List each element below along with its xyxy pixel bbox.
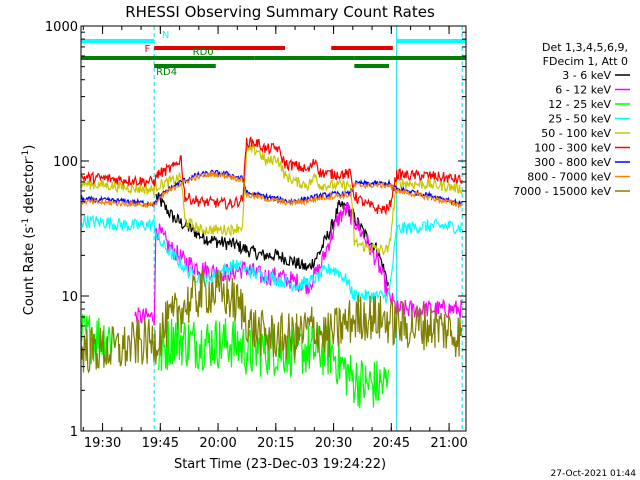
x-axis-label: Start Time (23-Dec-03 19:24:22) xyxy=(174,457,386,472)
status-label-rd4: RD4 xyxy=(156,67,177,78)
legend-label: 12 - 25 keV xyxy=(548,98,611,111)
series-line xyxy=(155,192,390,287)
x-tick-label: 19:45 xyxy=(142,436,179,451)
series-100-300-kev xyxy=(80,136,463,216)
legend-label: 100 - 300 keV xyxy=(534,142,611,155)
series-3-6-kev xyxy=(155,192,390,287)
x-tick-label: 20:45 xyxy=(373,436,410,451)
legend-label: 7000 - 15000 keV xyxy=(513,185,611,198)
plot-frame xyxy=(80,25,467,432)
y-tick-label: 10 xyxy=(61,290,78,305)
y-tick-label: 100 xyxy=(53,155,78,170)
legend-header: Det 1,3,4,5,6,9, xyxy=(542,41,628,54)
x-axis: 19:30 19:45 20:00 20:15 20:30 20:45 21:00 xyxy=(82,26,468,451)
series-800-7000-kev xyxy=(80,170,463,209)
chart-title: RHESSI Observing Summary Count Rates xyxy=(125,3,435,21)
status-label-rd0: RD0 xyxy=(193,47,214,58)
x-tick-label: 20:30 xyxy=(315,436,352,451)
legend-label: 3 - 6 keV xyxy=(562,69,611,82)
y-axis: 1 10 100 1000 xyxy=(45,20,466,440)
status-label-f: F xyxy=(145,44,151,55)
footer-date: 27-Oct-2021 01:44 xyxy=(551,469,637,479)
y-tick-label: 1 xyxy=(70,425,78,440)
status-label-n: N xyxy=(162,30,169,41)
series-7000-15000-kev xyxy=(80,269,463,374)
x-tick-label: 20:15 xyxy=(257,436,294,451)
legend-label: 800 - 7000 keV xyxy=(527,171,611,184)
legend-header: FDecim 1, Att 0 xyxy=(543,55,628,68)
legend: Det 1,3,4,5,6,9,FDecim 1, Att 03 - 6 keV… xyxy=(513,41,630,198)
y-tick-label: 1000 xyxy=(45,20,78,35)
series-line xyxy=(80,214,463,305)
legend-label: 50 - 100 keV xyxy=(541,127,611,140)
legend-label: 6 - 12 keV xyxy=(555,84,611,97)
x-tick-label: 20:00 xyxy=(199,436,236,451)
legend-label: 25 - 50 keV xyxy=(548,113,611,126)
x-tick-label: 21:00 xyxy=(430,436,467,451)
x-tick-label: 19:30 xyxy=(84,436,121,451)
series-line xyxy=(80,136,463,216)
legend-label: 300 - 800 keV xyxy=(534,156,611,169)
plot-area: NF RD0 RD4 xyxy=(80,26,466,431)
y-axis-label: Count Rate (s-1 detector-1) xyxy=(21,145,37,316)
series-line xyxy=(80,269,463,374)
series-line xyxy=(80,170,463,209)
series-25-50-kev xyxy=(80,214,463,305)
